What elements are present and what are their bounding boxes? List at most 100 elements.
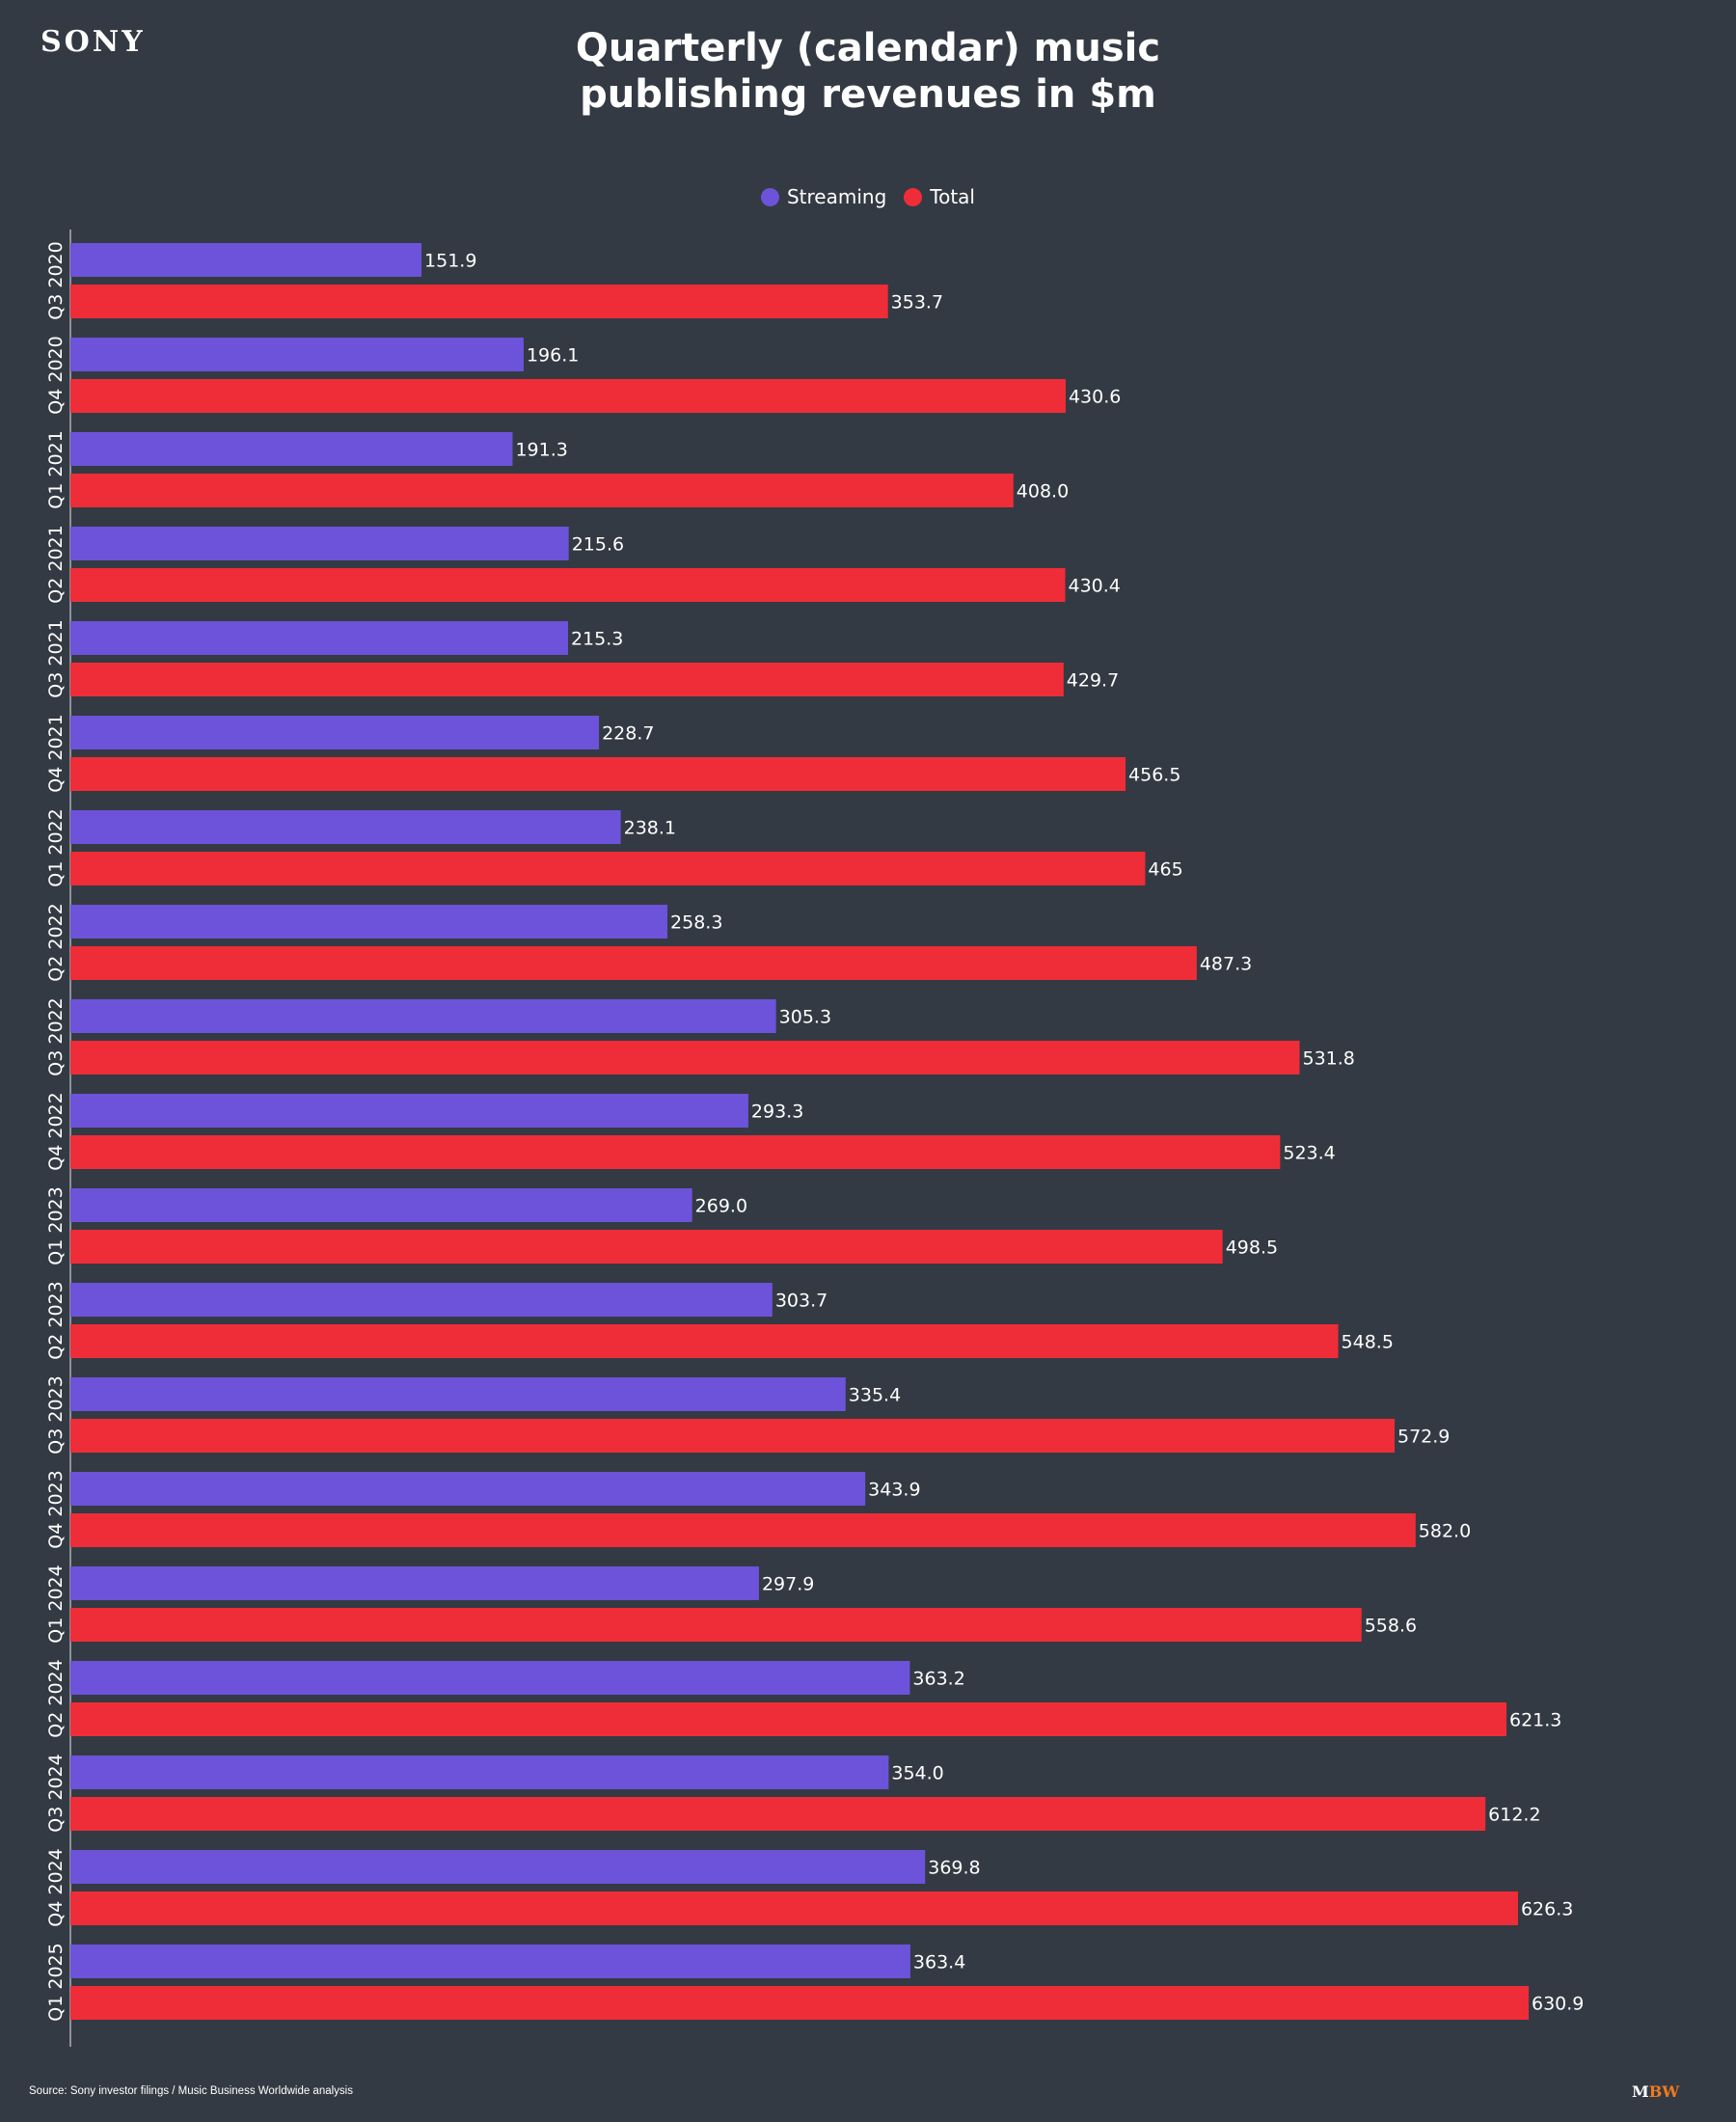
data-label-streaming: 258.3 <box>670 912 722 934</box>
category-label: Q3 2022 <box>45 997 67 1075</box>
bar-streaming[interactable] <box>70 432 513 466</box>
category-label: Q3 2024 <box>45 1754 67 1832</box>
data-label-total: 558.6 <box>1365 1616 1417 1637</box>
data-label-total: 621.3 <box>1509 1710 1561 1731</box>
data-label-streaming: 196.1 <box>527 345 579 367</box>
data-label-streaming: 335.4 <box>849 1385 901 1406</box>
data-label-total: 487.3 <box>1200 954 1252 975</box>
bar-total[interactable] <box>70 663 1064 696</box>
legend-label-total: Total <box>930 185 975 208</box>
data-label-streaming: 269.0 <box>695 1196 747 1217</box>
data-label-total: 548.5 <box>1342 1332 1394 1353</box>
category-label: Q4 2022 <box>45 1092 67 1170</box>
data-label-streaming: 215.6 <box>572 534 624 556</box>
chart-legend: Streaming Total <box>0 185 1736 208</box>
category-label: Q3 2023 <box>45 1375 67 1454</box>
bar-streaming[interactable] <box>70 621 568 655</box>
bar-total[interactable] <box>70 474 1014 507</box>
data-label-total: 456.5 <box>1128 765 1180 786</box>
bar-total[interactable] <box>70 1891 1518 1925</box>
category-label: Q1 2024 <box>45 1564 67 1643</box>
category-label: Q4 2020 <box>45 336 67 414</box>
bar-streaming[interactable] <box>70 1283 773 1317</box>
chart-title-line-1: Quarterly (calendar) music <box>575 26 1161 70</box>
data-label-total: 465 <box>1148 859 1182 881</box>
bar-streaming[interactable] <box>70 1945 910 1978</box>
bar-streaming[interactable] <box>70 1850 926 1884</box>
data-label-total: 498.5 <box>1226 1238 1278 1259</box>
chart-title-line-2: publishing revenues in $m <box>580 72 1156 117</box>
bar-total[interactable] <box>70 757 1126 791</box>
bar-total[interactable] <box>70 1513 1416 1547</box>
legend-item-streaming[interactable]: Streaming <box>760 185 887 208</box>
bar-streaming[interactable] <box>70 999 776 1033</box>
category-label: Q2 2023 <box>45 1281 67 1359</box>
legend-swatch-total <box>904 187 923 206</box>
data-label-total: 630.9 <box>1532 1994 1584 2015</box>
bar-total[interactable] <box>70 852 1146 885</box>
data-label-streaming: 238.1 <box>624 818 676 839</box>
data-label-total: 626.3 <box>1521 1899 1573 1920</box>
mbw-logo-bw: BW <box>1648 2082 1680 2101</box>
bar-streaming[interactable] <box>70 338 524 371</box>
bar-total[interactable] <box>70 946 1197 980</box>
category-label: Q4 2023 <box>45 1470 67 1548</box>
data-label-streaming: 303.7 <box>775 1291 827 1312</box>
data-label-streaming: 369.8 <box>928 1858 980 1879</box>
bar-streaming[interactable] <box>70 1472 866 1506</box>
data-label-total: 531.8 <box>1302 1048 1354 1070</box>
data-label-streaming: 293.3 <box>751 1102 803 1123</box>
sony-logo: SONY <box>41 25 146 59</box>
data-label-streaming: 228.7 <box>602 723 654 745</box>
bar-streaming[interactable] <box>70 527 569 560</box>
bar-total[interactable] <box>70 1797 1486 1831</box>
bar-total[interactable] <box>70 1324 1339 1358</box>
bar-total[interactable] <box>70 379 1066 413</box>
category-label: Q1 2025 <box>45 1943 67 2021</box>
bar-streaming[interactable] <box>70 716 600 749</box>
bar-total[interactable] <box>70 1230 1223 1264</box>
data-label-total: 353.7 <box>891 292 943 313</box>
bar-total[interactable] <box>70 1041 1300 1075</box>
data-label-total: 572.9 <box>1397 1427 1450 1448</box>
data-label-streaming: 363.2 <box>912 1669 964 1690</box>
bar-streaming[interactable] <box>70 1566 759 1600</box>
bar-total[interactable] <box>70 1135 1281 1169</box>
bar-total[interactable] <box>70 1986 1529 2020</box>
category-label: Q4 2024 <box>45 1848 67 1926</box>
bar-streaming[interactable] <box>70 905 668 939</box>
chart-title: Quarterly (calendar) music publishing re… <box>0 25 1736 118</box>
data-label-total: 582.0 <box>1419 1521 1471 1542</box>
category-label: Q4 2021 <box>45 714 67 792</box>
bar-total[interactable] <box>70 1702 1506 1736</box>
data-label-total: 430.4 <box>1068 576 1120 597</box>
category-label: Q3 2020 <box>45 241 67 319</box>
bar-streaming[interactable] <box>70 1755 889 1789</box>
data-label-streaming: 151.9 <box>424 251 476 272</box>
mbw-logo-m: M <box>1632 2082 1649 2101</box>
bar-total[interactable] <box>70 1608 1362 1642</box>
bar-total[interactable] <box>70 568 1066 602</box>
bar-streaming[interactable] <box>70 1661 910 1695</box>
bar-streaming[interactable] <box>70 810 621 844</box>
data-label-streaming: 343.9 <box>868 1480 920 1501</box>
data-label-streaming: 297.9 <box>762 1574 814 1595</box>
bar-streaming[interactable] <box>70 1188 692 1222</box>
legend-swatch-streaming <box>760 187 779 206</box>
category-label: Q2 2024 <box>45 1659 67 1737</box>
data-label-total: 408.0 <box>1017 481 1069 503</box>
data-label-streaming: 191.3 <box>515 440 567 461</box>
bar-streaming[interactable] <box>70 1094 748 1128</box>
data-label-streaming: 354.0 <box>891 1763 943 1784</box>
source-note: Source: Sony investor filings / Music Bu… <box>29 2085 353 2097</box>
category-label: Q1 2023 <box>45 1186 67 1265</box>
data-label-streaming: 215.3 <box>571 629 623 650</box>
bar-streaming[interactable] <box>70 1377 846 1411</box>
data-label-streaming: 305.3 <box>779 1007 831 1028</box>
legend-item-total[interactable]: Total <box>904 185 975 208</box>
bar-total[interactable] <box>70 1419 1395 1453</box>
bar-streaming[interactable] <box>70 243 422 277</box>
data-label-total: 612.2 <box>1488 1805 1540 1826</box>
legend-label-streaming: Streaming <box>786 185 887 208</box>
bar-total[interactable] <box>70 285 888 318</box>
